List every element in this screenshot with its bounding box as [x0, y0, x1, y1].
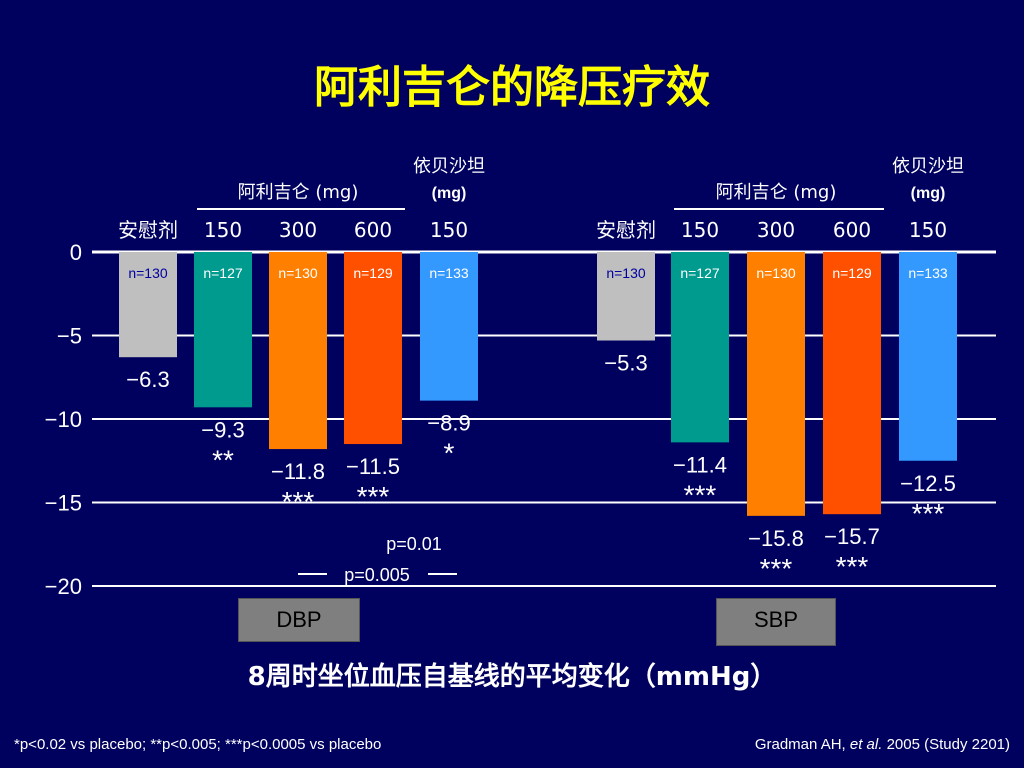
n-label: n=130: [278, 265, 318, 281]
bar-sbp-1: [671, 252, 729, 443]
n-label: n=130: [606, 265, 646, 281]
citation-etal: et al.: [849, 736, 883, 753]
bar-sbp-2: [747, 252, 805, 516]
irbesartan-header: 依贝沙坦: [892, 156, 964, 177]
value-label: −11.8: [271, 459, 325, 484]
aliskiren-header: 阿利吉仑 (mg): [716, 182, 837, 203]
y-tick-label: −20: [45, 574, 82, 599]
category-label: 600: [354, 218, 392, 242]
n-label: n=129: [353, 265, 393, 281]
n-label: n=133: [908, 265, 948, 281]
category-label: 150: [204, 218, 242, 242]
dbp-panel-label: DBP: [238, 598, 360, 642]
n-label: n=127: [680, 265, 720, 281]
footnote: *p<0.02 vs placebo; **p<0.005; ***p<0.00…: [14, 736, 382, 753]
citation-author: Gradman AH,: [754, 736, 850, 753]
slide-title: 阿利吉仑的降压疗效: [314, 62, 710, 113]
y-tick-label: −5: [57, 324, 82, 349]
citation-rest: 2005 (Study 2201): [882, 736, 1010, 753]
bar-dbp-0: [119, 252, 177, 358]
value-label: −6.3: [126, 367, 169, 392]
bar-dbp-1: [194, 252, 252, 408]
value-label: −15.8: [748, 526, 804, 551]
category-label: 300: [757, 218, 795, 242]
significance-label: ***: [760, 553, 793, 584]
value-label: −8.9: [427, 411, 470, 436]
significance-label: **: [212, 444, 234, 475]
significance-label: *: [444, 438, 455, 469]
y-tick-label: 0: [70, 240, 82, 265]
n-label: n=129: [832, 265, 872, 281]
category-label: 150: [430, 218, 468, 242]
category-label: 安慰剂: [118, 218, 178, 242]
value-label: −12.5: [900, 471, 956, 496]
irbesartan-unit: (mg): [911, 185, 946, 202]
citation: Gradman AH, et al. 2005 (Study 2201): [755, 736, 1010, 753]
aliskiren-header: 阿利吉仑 (mg): [238, 182, 359, 203]
significance-label: ***: [684, 479, 717, 510]
value-label: −15.7: [824, 524, 880, 549]
sbp-panel-label: SBP: [716, 598, 836, 646]
n-label: n=130: [128, 265, 168, 281]
bar-sbp-0: [597, 252, 655, 341]
category-label: 150: [681, 218, 719, 242]
bar-sbp-3: [823, 252, 881, 515]
comparison-p-label: p=0.005: [344, 565, 410, 585]
value-label: −9.3: [201, 417, 244, 442]
n-label: n=127: [203, 265, 243, 281]
significance-label: ***: [357, 481, 390, 512]
category-label: 150: [909, 218, 947, 242]
category-label: 300: [279, 218, 317, 242]
bar-dbp-2: [269, 252, 327, 450]
y-tick-label: −10: [45, 407, 82, 432]
chart-caption: 8周时坐位血压自基线的平均变化（mmHg）: [247, 662, 777, 692]
bar-sbp-4: [899, 252, 957, 461]
bar-dbp-3: [344, 252, 402, 445]
bar-dbp-4: [420, 252, 478, 401]
value-label: −5.3: [604, 351, 647, 376]
value-label: −11.5: [346, 454, 400, 479]
irbesartan-unit: (mg): [432, 185, 467, 202]
irbesartan-header: 依贝沙坦: [413, 156, 485, 177]
n-label: n=130: [756, 265, 796, 281]
significance-label: ***: [282, 486, 315, 517]
category-label: 安慰剂: [596, 218, 656, 242]
value-label: −11.4: [673, 452, 727, 477]
n-label: n=133: [429, 265, 469, 281]
category-label: 600: [833, 218, 871, 242]
significance-label: ***: [836, 551, 869, 582]
significance-label: ***: [912, 498, 945, 529]
y-tick-label: −15: [45, 491, 82, 516]
comparison-p-label: p=0.01: [386, 534, 442, 554]
